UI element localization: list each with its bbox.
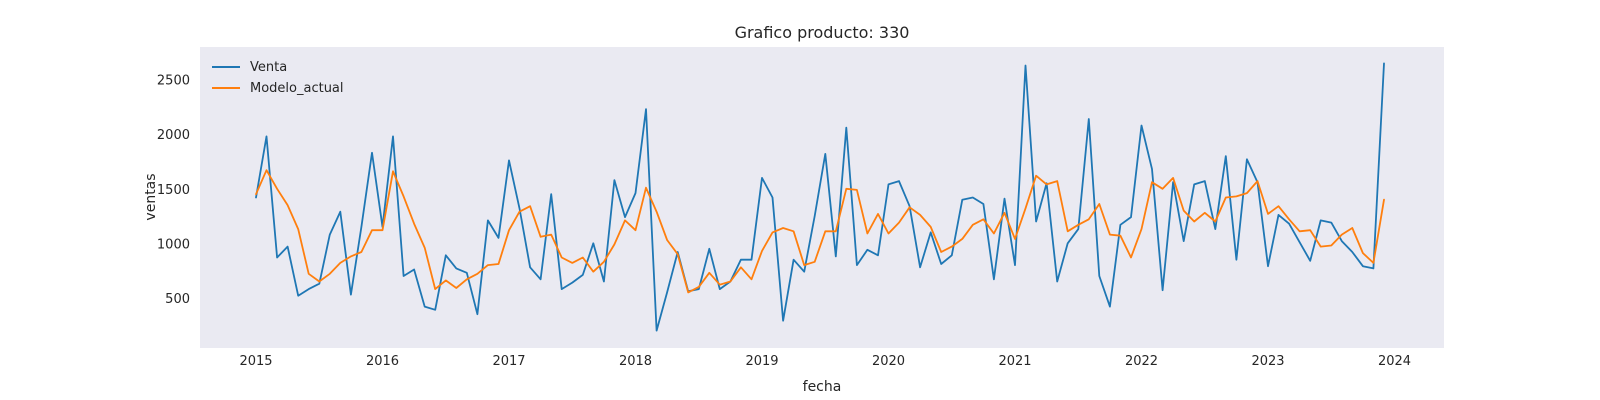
legend-label: Modelo_actual [250, 81, 344, 96]
x-tick-label: 2020 [872, 354, 905, 369]
x-tick-label: 2017 [492, 354, 525, 369]
x-tick-label: 2019 [745, 354, 778, 369]
legend-label: Venta [250, 60, 287, 75]
y-tick-label: 1500 [157, 183, 190, 198]
x-tick-label: 2023 [1251, 354, 1284, 369]
x-axis-label: fecha [803, 379, 842, 395]
x-tick-label: 2018 [619, 354, 652, 369]
series-line-venta [255, 62, 1385, 332]
series-line-modelo-actual [255, 169, 1385, 294]
plot-background [200, 47, 1444, 348]
y-tick-label: 1000 [157, 237, 190, 252]
y-tick-labels: 500 1000 1500 2000 2500 [157, 74, 190, 307]
x-tick-label: 2024 [1378, 354, 1411, 369]
y-tick-label: 500 [165, 292, 190, 307]
x-tick-label: 2015 [239, 354, 272, 369]
y-tick-label: 2000 [157, 128, 190, 143]
legend: Venta Modelo_actual [212, 60, 344, 96]
x-tick-label: 2022 [1125, 354, 1158, 369]
x-tick-labels: 2015 2016 2017 2018 2019 2020 2021 2022 2023 2024 [239, 354, 1411, 369]
x-tick-label: 2021 [998, 354, 1031, 369]
y-tick-label: 2500 [157, 74, 190, 89]
chart-title: Grafico producto: 330 [735, 23, 910, 42]
x-tick-label: 2016 [366, 354, 399, 369]
y-axis-label: ventas [143, 173, 159, 220]
series-layer [255, 62, 1385, 332]
